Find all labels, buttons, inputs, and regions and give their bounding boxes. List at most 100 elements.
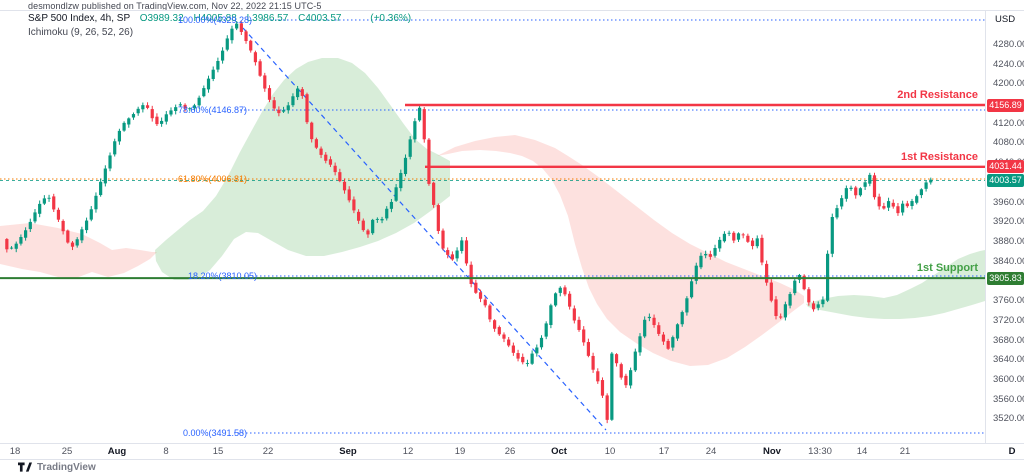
candle-body [84,220,89,231]
y-tick-3680.00: 3680.00 [993,334,1024,346]
candle-body [685,298,689,313]
candle-body [33,212,37,222]
candle-body [432,182,436,205]
candle-body [464,240,469,264]
candle-body [605,395,609,420]
candle-body [563,287,567,295]
candle-body [436,205,440,232]
candle-body [896,206,900,214]
candle-body [755,238,759,247]
indicator-legend: Ichimoku (9, 26, 52, 26) [28,27,134,38]
chart-canvas[interactable] [0,10,985,443]
candle-body [652,317,656,326]
candle-body [253,52,258,63]
candle-body [901,203,905,213]
candle-body [371,219,375,234]
chart-area[interactable]: 100.00%(4329.28) 78.60%(4146.87) 61.80%(40… [0,10,985,443]
candle-body [919,189,923,196]
footer-bar: TradingView [0,460,1024,475]
candle-body [361,220,365,231]
candle-body [769,282,773,301]
y-tick-3560.00: 3560.00 [993,393,1024,405]
candle-body [779,316,783,318]
candle-body [347,189,351,201]
candle-body [811,303,816,310]
candle-body [281,110,286,112]
candle-body [671,337,675,348]
candle-body [675,324,680,339]
candle-body [80,229,84,241]
y-tick-3760.00: 3760.00 [993,295,1024,307]
candle-body [539,337,544,348]
candle-body [732,232,736,241]
candle-body [291,96,295,106]
x-tick-13:30: 13:30 [808,446,832,457]
candle-body [741,234,745,236]
candle-body [924,182,928,189]
price-axis[interactable]: USD 4156.89 4031.44 3805.83 4003.57 4280.00 4… [985,10,1024,443]
candle-body [830,217,834,254]
candle-body [760,237,764,263]
symbol-legend: S&P 500 Index, 4h, SP O3989.32 H4005.88 … [28,13,411,24]
candle-body [483,299,487,306]
candle-body [333,165,337,173]
candle-body [807,289,811,303]
candle-body [244,31,248,42]
candle-body [235,23,239,29]
candle-body [478,292,483,299]
candle-body [399,172,403,189]
legend-low: L3986.57 [246,13,289,24]
x-tick-21: 21 [899,446,911,457]
x-tick-Nov: Nov [763,446,781,457]
candle-body [211,69,215,79]
y-tick-3600.00: 3600.00 [993,374,1024,386]
time-axis[interactable]: 18 25 Aug 8 15 22 Sep 12 19 26 Oct 10 17 24 Nov 13:30 14… [0,443,1024,460]
candle-body [774,299,778,317]
candle-body [699,255,703,268]
candle-body [455,250,459,259]
candle-body [596,371,600,382]
legend-close: C4003.57 [298,13,342,24]
candle-body [75,239,79,246]
candle-body [122,122,126,131]
candle-body [886,201,891,208]
y-tick-3720.00: 3720.00 [993,314,1024,326]
candle-body [872,175,877,198]
candle-body [286,105,290,111]
candle-body [863,182,867,187]
candle-body [713,247,717,256]
candle-body [877,196,881,207]
candle-body [446,250,450,255]
candle-body [736,233,741,240]
x-tick-15: 15 [212,446,224,457]
y-tick-4200.00: 4200.00 [993,78,1024,90]
candle-body [408,139,412,157]
currency-label: USD [995,14,1016,25]
candle-body [765,263,769,283]
candle-body [614,354,619,364]
attribution-text: desmondlzw published on TradingView.com,… [28,1,322,11]
candle-body [380,218,384,221]
candle-body [5,239,9,250]
price-badge-2: 3805.83 [987,271,1024,285]
candle-body [521,356,525,363]
candle-body [206,78,211,90]
candle-body [66,230,70,243]
x-tick-8: 8 [163,446,169,457]
candle-body [258,61,262,76]
y-tick-3960.00: 3960.00 [993,196,1024,208]
candle-body [417,107,422,121]
candle-body [929,179,933,183]
candle-body [192,105,197,109]
tradingview-logo-link[interactable]: TradingView [18,462,96,474]
candle-body [117,130,122,142]
candle-body [150,109,154,119]
candle-body [507,339,511,346]
candle-body [216,61,220,70]
candle-body [783,304,787,318]
ichimoku-cloud-red-2 [437,135,804,366]
candle-body [666,340,670,349]
candle-body [19,237,23,244]
candle-body [272,100,276,109]
candle-body [572,308,576,321]
